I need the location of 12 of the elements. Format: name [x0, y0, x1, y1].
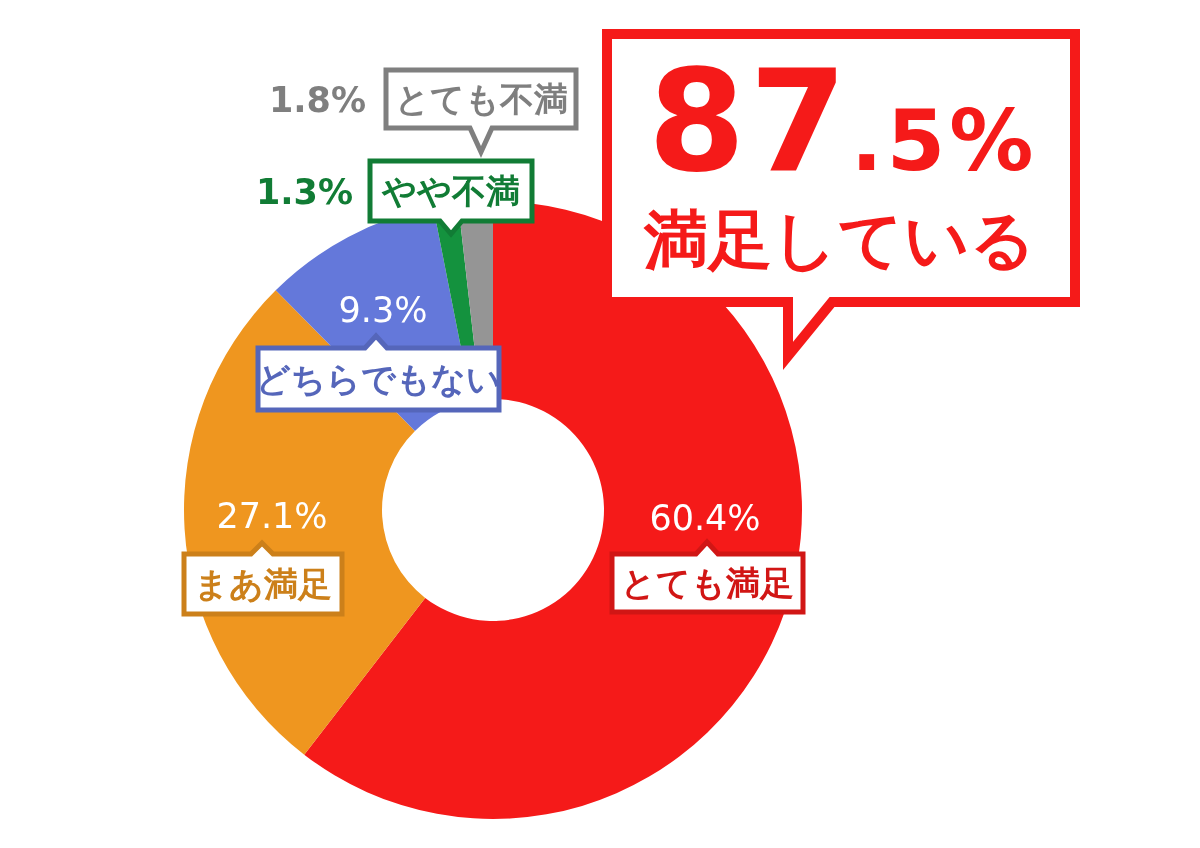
data-label: 1.3% [255, 172, 353, 212]
data-label: 60.4% [649, 498, 761, 538]
data-label: 1.8% [268, 80, 366, 120]
data-label: 9.3% [338, 290, 428, 330]
slice-label: とても満足 [621, 563, 794, 603]
text: 87.5% [648, 40, 1038, 203]
text: 満足している [643, 203, 1036, 277]
data-label: 27.1% [216, 496, 328, 536]
slice-label: とても不満 [394, 79, 568, 119]
slice-label: やや不満 [381, 171, 520, 211]
slice-label: まあ満足 [194, 564, 332, 604]
slice-label: どちらでもない [256, 359, 501, 399]
